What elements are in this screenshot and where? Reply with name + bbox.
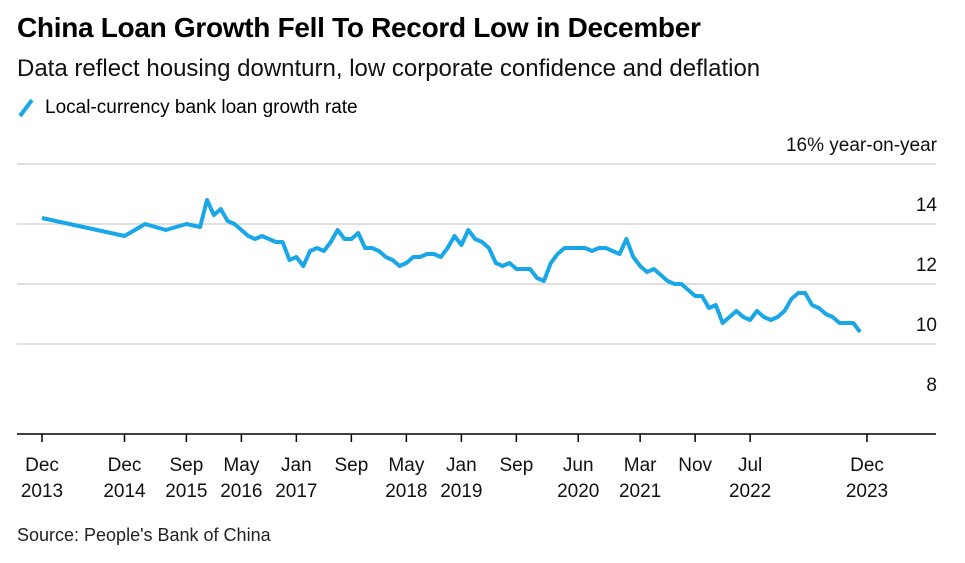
x-tick-label-month: Jul: [738, 455, 762, 476]
y-tick-label: 8: [926, 375, 937, 396]
x-tick-label-year: 2017: [275, 481, 317, 502]
y-axis-labels: 16% year-on-year 14 12 10 8: [786, 135, 938, 396]
x-tick-label-year: 2016: [220, 481, 262, 502]
gridlines: [17, 163, 936, 345]
legend: Local-currency bank loan growth rate: [17, 96, 358, 120]
x-tick-label-month: Dec: [850, 455, 884, 476]
legend-label: Local-currency bank loan growth rate: [45, 97, 358, 118]
x-tick-label-month: Jan: [446, 455, 477, 476]
x-tick-label-month: Jan: [281, 455, 312, 476]
x-tick-label-month: Nov: [678, 455, 712, 476]
series-layer: [41, 198, 862, 334]
chart-subtitle: Data reflect housing downturn, low corpo…: [17, 55, 761, 82]
x-tick-label-month: May: [223, 455, 259, 476]
y-tick-label: 16% year-on-year: [786, 135, 938, 156]
x-tick-label-year: 2014: [103, 481, 146, 502]
y-tick-label: 12: [916, 255, 937, 276]
x-tick-label-year: 2020: [557, 481, 599, 502]
x-tick-label-year: 2015: [165, 481, 207, 502]
chart-title: China Loan Growth Fell To Record Low in …: [17, 12, 701, 43]
legend-line-icon: [18, 98, 34, 118]
x-tick-label-year: 2022: [729, 481, 771, 502]
x-tick-label-month: Sep: [334, 455, 368, 476]
x-tick-label-year: 2023: [846, 481, 888, 502]
x-tick-label-year: 2021: [619, 481, 661, 502]
source-note: Source: People's Bank of China: [17, 525, 271, 545]
x-tick-label-month: Jun: [563, 455, 594, 476]
x-axis: Dec 2013 Dec 2014 Sep 2015 May 2016 Jan 2017 Sep Ma…: [17, 433, 936, 502]
x-tick-label-month: Dec: [108, 455, 142, 476]
y-tick-label: 10: [916, 315, 937, 336]
series-line: [41, 198, 862, 334]
x-tick-label-month: Dec: [25, 455, 59, 476]
x-tick-label-month: Sep: [169, 455, 203, 476]
y-tick-label: 14: [916, 195, 938, 216]
x-tick-label-month: Sep: [499, 455, 533, 476]
x-tick-label-year: 2018: [385, 481, 427, 502]
x-tick-label-year: 2019: [440, 481, 482, 502]
x-tick-label-month: May: [388, 455, 424, 476]
x-tick-label-year: 2013: [21, 481, 63, 502]
x-tick-label-month: Mar: [624, 455, 657, 476]
